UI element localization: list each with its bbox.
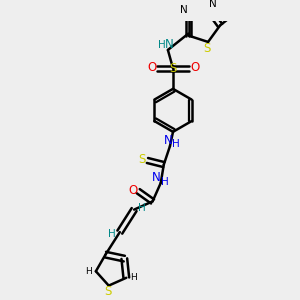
Text: H: H — [138, 202, 146, 213]
Text: N: N — [209, 0, 217, 9]
Text: H: H — [85, 267, 92, 276]
Text: O: O — [128, 184, 138, 197]
Text: S: S — [104, 285, 111, 298]
Text: H: H — [172, 139, 180, 149]
Text: S: S — [203, 42, 211, 55]
Text: H: H — [158, 40, 166, 50]
Text: O: O — [190, 61, 199, 74]
Text: N: N — [164, 134, 172, 146]
Text: N: N — [180, 5, 188, 15]
Text: H: H — [130, 273, 137, 282]
Text: S: S — [169, 62, 177, 75]
Text: H: H — [161, 177, 169, 187]
Text: S: S — [139, 153, 146, 166]
Text: O: O — [147, 61, 156, 74]
Text: N: N — [164, 38, 173, 51]
Text: H: H — [108, 229, 116, 239]
Text: N: N — [152, 171, 161, 184]
